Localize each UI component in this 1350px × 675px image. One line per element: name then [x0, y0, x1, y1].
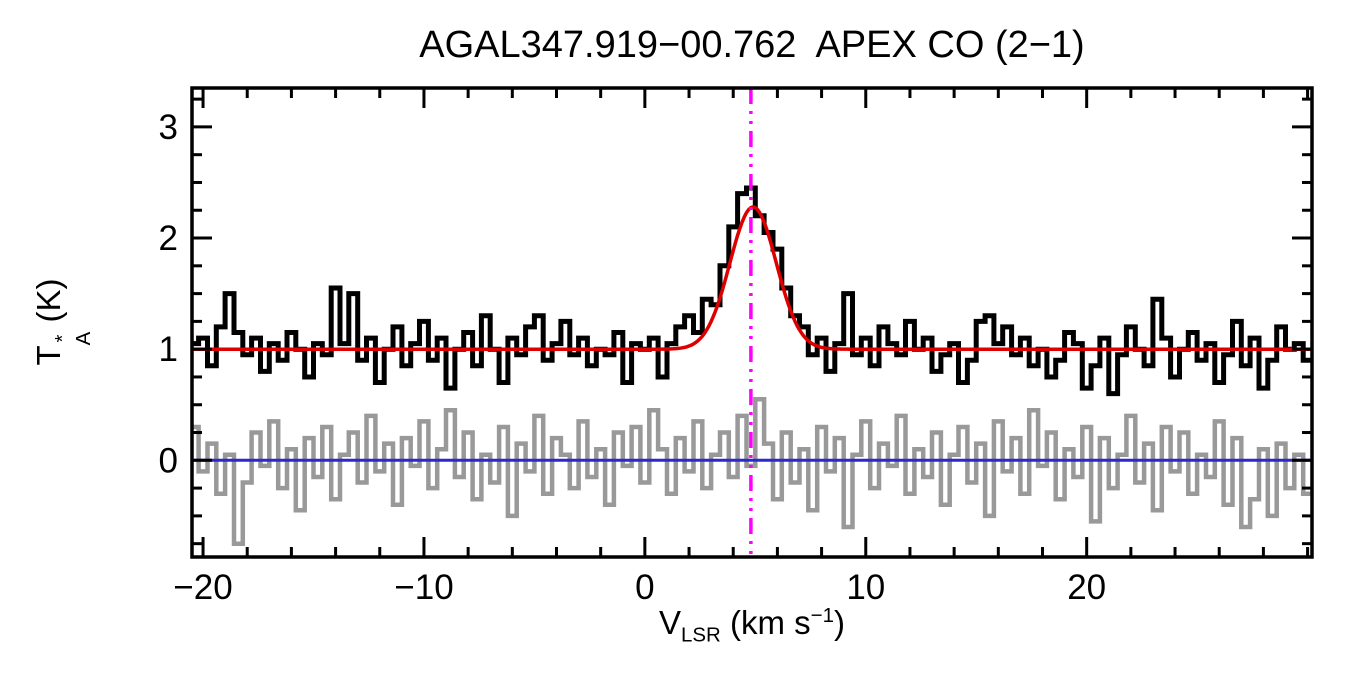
y-tick-label: 0 — [159, 441, 178, 480]
xlabel-mid: (km s — [720, 604, 811, 641]
xlabel-main: V — [659, 604, 682, 641]
x-tick-label: 20 — [1067, 568, 1106, 607]
ylabel-sub: A — [71, 331, 95, 346]
ylabel-supsub: * A — [51, 331, 95, 346]
xlabel-sup: −1 — [810, 604, 834, 627]
plot-frame — [190, 86, 1314, 559]
y-tick-label: 3 — [159, 108, 178, 147]
x-tick-label: 10 — [846, 568, 885, 607]
y-tick-label: 2 — [159, 219, 178, 258]
x-axis-label: VLSR (km s−1) — [192, 604, 1312, 648]
y-tick-label: 1 — [159, 330, 178, 369]
ylabel-unit: (K) — [30, 278, 67, 332]
xlabel-sub: LSR — [681, 623, 721, 647]
plot-data-layer — [192, 88, 1312, 557]
plot-title: AGAL347.919−00.762 APEX CO (2−1) — [419, 24, 1085, 66]
x-tick-label: −20 — [173, 568, 232, 607]
tick-labels: −20 −10 0 10 20 0 1 2 3 — [159, 108, 1107, 607]
x-tick-label: −10 — [394, 568, 453, 607]
y-axis-label: T * A (K) — [30, 192, 95, 452]
xlabel-end: ) — [833, 604, 845, 641]
ylabel-sup: * — [51, 334, 75, 343]
x-tick-label: 0 — [635, 568, 654, 607]
ylabel-main: T — [30, 345, 67, 366]
